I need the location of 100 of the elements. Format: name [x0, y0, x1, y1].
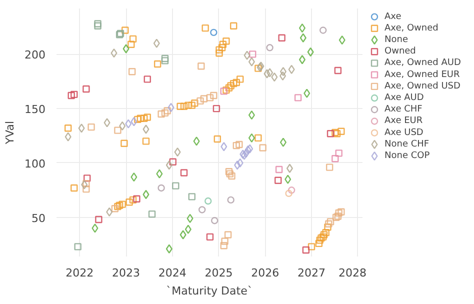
point	[319, 233, 327, 241]
point	[307, 47, 314, 57]
point	[68, 92, 75, 100]
point	[84, 174, 91, 182]
point	[210, 92, 218, 100]
point	[166, 160, 172, 170]
point	[118, 200, 126, 208]
x-tick-label: 2022	[66, 266, 94, 280]
point	[220, 88, 228, 95]
point	[320, 231, 328, 238]
y-tick-label: 50	[32, 212, 46, 225]
point	[308, 243, 316, 250]
point	[264, 69, 270, 78]
point	[278, 34, 286, 42]
point	[335, 150, 342, 157]
legend-label: Axe EUR	[384, 116, 423, 126]
point	[104, 118, 110, 128]
point	[95, 216, 102, 224]
point	[285, 190, 292, 198]
point	[128, 68, 136, 76]
legend-label: Axe, Owned	[384, 23, 438, 34]
point	[70, 184, 78, 192]
point	[119, 121, 126, 131]
point	[335, 209, 342, 217]
point	[325, 220, 332, 228]
point	[94, 22, 102, 30]
point	[188, 102, 196, 109]
point	[266, 68, 274, 78]
y-tick-label: 100	[24, 157, 46, 170]
legend-label: None COP	[384, 151, 430, 162]
point	[168, 102, 174, 112]
x-tick-label: 2024	[158, 266, 186, 280]
point	[248, 110, 255, 120]
point	[232, 78, 240, 86]
point	[220, 242, 228, 250]
point	[242, 148, 250, 158]
point	[332, 214, 340, 221]
legend-label: Axe USD	[384, 128, 424, 138]
point	[153, 38, 160, 48]
point	[140, 114, 148, 122]
point	[338, 128, 345, 136]
point	[225, 84, 233, 92]
point	[198, 206, 206, 214]
y-tick-label: 200	[24, 48, 46, 62]
point	[180, 169, 188, 176]
point	[227, 196, 234, 204]
point	[64, 124, 72, 132]
point	[222, 86, 230, 94]
point	[288, 186, 296, 194]
point	[154, 60, 162, 68]
point	[158, 110, 165, 118]
point	[332, 128, 339, 136]
point	[326, 218, 334, 226]
point	[284, 174, 292, 184]
point	[74, 243, 82, 250]
y-tick-label: 150	[24, 103, 46, 116]
point	[186, 214, 194, 224]
legend-label: Axe CHF	[384, 104, 422, 115]
point	[300, 33, 306, 42]
point	[206, 233, 214, 241]
point	[116, 202, 124, 209]
point	[275, 166, 283, 174]
point	[248, 57, 255, 66]
point	[184, 224, 192, 234]
point	[274, 176, 282, 184]
legend-label: None	[384, 35, 408, 45]
point	[211, 217, 218, 224]
point	[227, 82, 234, 90]
point	[324, 224, 332, 231]
point	[234, 160, 241, 170]
point	[326, 130, 334, 138]
legend-label: Axe, Owned AUD	[384, 58, 461, 68]
point	[224, 231, 232, 238]
point	[88, 123, 95, 131]
point	[134, 116, 142, 124]
point	[130, 172, 138, 182]
x-tick-label: 2028	[338, 266, 367, 280]
point	[142, 190, 150, 200]
point	[244, 145, 252, 155]
point	[142, 124, 150, 134]
point	[302, 246, 310, 254]
point	[129, 35, 137, 43]
point	[180, 102, 188, 110]
point	[228, 172, 236, 180]
point	[236, 76, 244, 83]
point	[220, 142, 228, 152]
point	[156, 169, 163, 178]
point	[148, 210, 156, 218]
point	[122, 26, 129, 34]
point	[198, 62, 205, 70]
point	[114, 202, 122, 210]
point	[204, 197, 212, 205]
point	[280, 66, 286, 76]
point	[129, 196, 137, 204]
point	[271, 72, 278, 82]
point	[128, 40, 135, 48]
point	[193, 136, 200, 146]
point	[180, 230, 186, 240]
point	[338, 35, 346, 45]
x-tick-label: 2026	[251, 266, 280, 280]
